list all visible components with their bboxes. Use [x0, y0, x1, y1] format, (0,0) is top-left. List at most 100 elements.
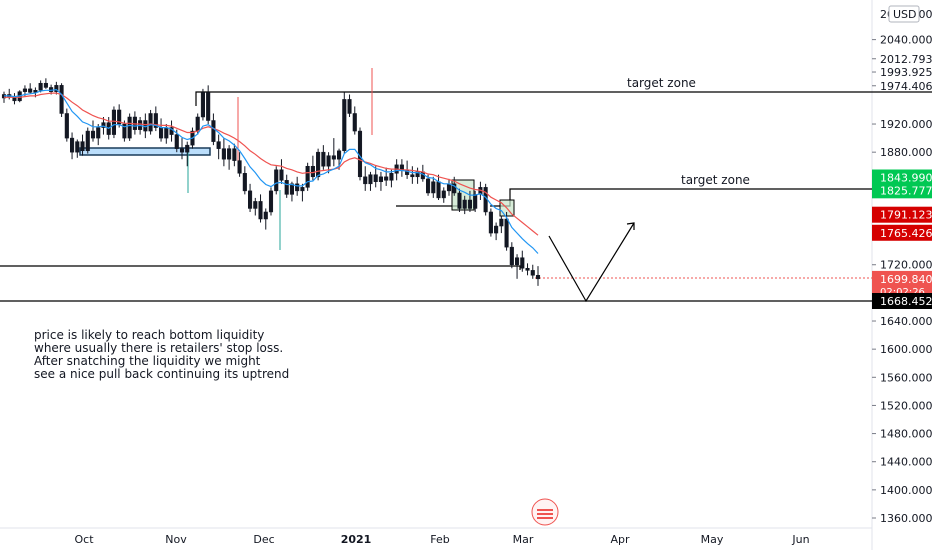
candle-body [211, 120, 216, 142]
candle-body [38, 82, 43, 91]
candle-body [321, 151, 326, 167]
candle-body [431, 181, 436, 194]
candle-body [221, 148, 226, 160]
candle-body [90, 130, 96, 139]
candle-body [352, 113, 357, 132]
ema-slow-line [4, 92, 539, 236]
candles [1, 78, 541, 286]
price-badge [872, 270, 932, 297]
candle-body [64, 113, 69, 139]
candle-body [195, 116, 200, 132]
time-tick-label: Feb [430, 533, 449, 546]
price-tick-label: 1600.000 [880, 343, 932, 356]
price-tick-label: 1480.000 [880, 428, 932, 441]
candle-body [525, 268, 530, 271]
candle-body [295, 183, 300, 192]
candle-body [415, 171, 420, 178]
candle-body [509, 246, 514, 265]
price-badge-label: 1668.452 [880, 295, 932, 308]
flag-icon [537, 509, 553, 519]
note-line-3: After snatching the liquidity we might [34, 354, 261, 368]
candle-body [473, 194, 478, 209]
price-tick-label: 1440.000 [880, 456, 932, 469]
candle-body [153, 113, 158, 128]
target-zone-mid-label: target zone [681, 173, 750, 187]
price-tick-label: 1880.000 [880, 146, 932, 159]
time-tick-label: 2021 [341, 533, 372, 546]
candle-body [342, 99, 347, 152]
candle-body [316, 151, 321, 178]
price-badge [872, 206, 932, 223]
time-tick-label: Dec [253, 533, 274, 546]
candle-body [174, 134, 179, 149]
support-zone-box-left [79, 147, 211, 156]
candle-body [253, 201, 258, 209]
price-tick-label: 1640.000 [880, 315, 932, 328]
ema-fast-line [4, 88, 539, 254]
candle-body [164, 127, 169, 139]
candle-body [263, 211, 268, 220]
candle-body [237, 160, 242, 174]
price-badge [872, 224, 932, 241]
candle-body [248, 190, 253, 209]
top-resistance-line [195, 91, 932, 106]
target-zone-top-label: target zone [627, 76, 696, 90]
currency-label: USD [893, 8, 917, 21]
candle-body [179, 148, 185, 153]
price-tick-label: 1360.000 [880, 512, 932, 525]
candle-body [368, 174, 373, 185]
candle-body [488, 211, 493, 234]
candle-body [268, 190, 274, 213]
earnings-marker[interactable] [531, 498, 559, 526]
price-tick-label: 1520.000 [880, 399, 932, 412]
candle-body [462, 199, 467, 209]
currency-badge[interactable] [888, 5, 920, 23]
candle-body [122, 123, 127, 139]
candle-body [54, 85, 59, 92]
price-tick-label: 1720.000 [880, 259, 932, 272]
price-badge-label: 1765.426 [880, 227, 932, 240]
price-tick-label: 1974.406 [880, 80, 932, 93]
candle-body [101, 122, 106, 128]
earnings-marker-icon [531, 498, 559, 526]
candle-body [148, 113, 153, 132]
candle-body [515, 257, 520, 265]
time-tick-label: May [701, 533, 724, 546]
price-badge-label: 1791.123 [880, 209, 932, 222]
candle-body [535, 275, 541, 280]
price-tick-label: 2012.793 [880, 53, 932, 66]
mid-resistance-line [490, 188, 932, 207]
candle-body [75, 141, 80, 153]
candle-body [337, 150, 342, 160]
candle-body [279, 169, 284, 181]
candle-body [232, 148, 237, 161]
candle-body [284, 180, 289, 195]
candle-body [305, 165, 310, 188]
price-badge-label: 1699.840 [880, 273, 932, 286]
candle-body [426, 178, 431, 194]
candle-body [117, 109, 122, 125]
candle-body [436, 181, 441, 199]
candle-body [410, 174, 415, 178]
time-tick-label: Apr [610, 533, 630, 546]
candle-body [494, 225, 499, 234]
countdown-label: 02:02:26 [880, 287, 925, 298]
price-tick-label: 1400.000 [880, 484, 932, 497]
time-tick-label: Jun [791, 533, 809, 546]
candle-body [520, 257, 525, 269]
price-badge [872, 182, 932, 199]
note-line-4: see a nice pull back continuing its uptr… [34, 367, 289, 381]
candle-body [59, 85, 64, 114]
candle-body [530, 270, 535, 276]
candle-body [378, 176, 383, 182]
time-axis[interactable]: Oct Nov Dec 2021 Feb Mar Apr May Jun [74, 533, 809, 546]
candle-body [242, 173, 247, 192]
liquidity-line [0, 265, 521, 270]
candle-body [258, 201, 263, 220]
candle-body [504, 218, 509, 248]
candle-body [200, 92, 205, 118]
projected-arrow-head [626, 222, 635, 230]
